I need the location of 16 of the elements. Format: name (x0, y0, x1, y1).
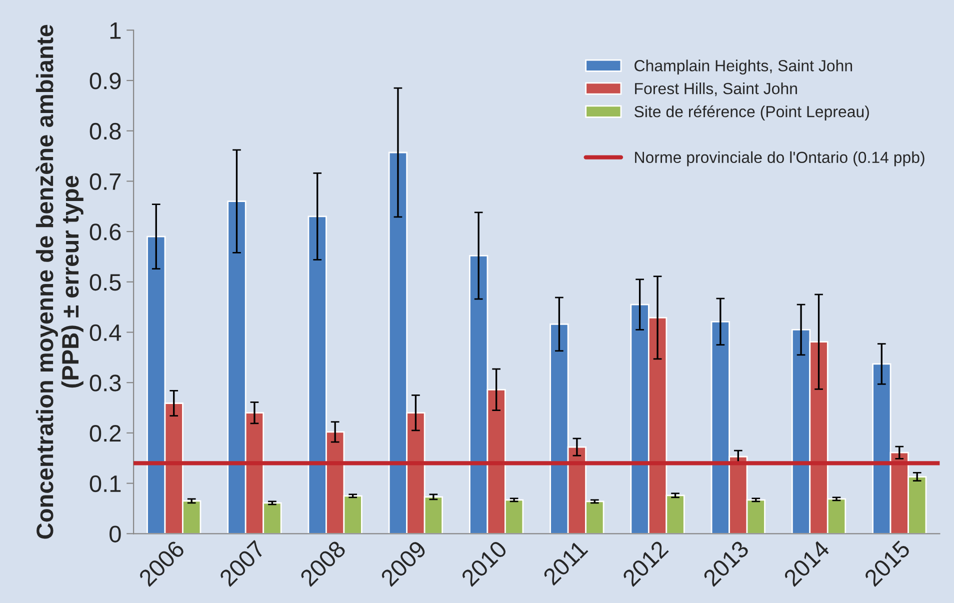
y-tick-label: 0.1 (90, 475, 121, 492)
y-tick-label: 0.4 (90, 324, 122, 342)
legend-label: Site de référence (Point Lepreau) (634, 105, 869, 120)
y-tick-label: 1 (110, 22, 121, 39)
y-tick-label: 0.6 (90, 224, 121, 240)
legend-label: Champlain Heights, Saint John (634, 60, 852, 75)
legend-label: Forest Hills, Saint John (635, 82, 797, 96)
y-tick-label: 0 (110, 526, 121, 542)
legend-label: Norme provinciale do l'Ontario (0.14 ppb) (635, 151, 924, 166)
y-tick-label: 0.9 (90, 72, 121, 90)
y-axis-title: Concentration moyenne de benzène ambiante (PPB) ± erreur type (36, 24, 84, 539)
y-tick-label: 0.5 (90, 274, 121, 291)
y-tick-label: 0.8 (90, 122, 121, 140)
y-tick-label: 0.7 (90, 173, 121, 190)
y-tick-label: 0.3 (90, 374, 121, 392)
y-tick-label: 0.2 (90, 425, 121, 442)
